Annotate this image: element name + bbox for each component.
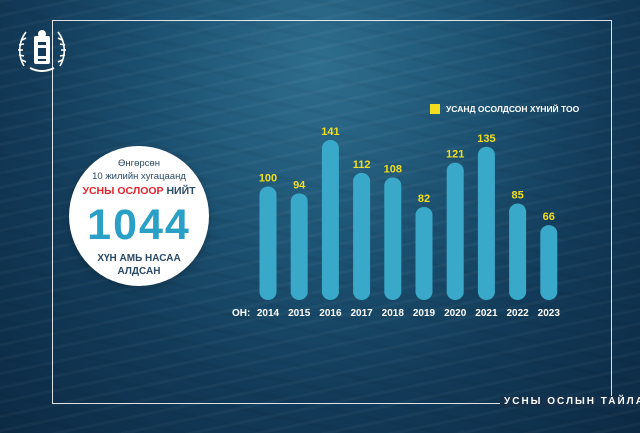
intro-highlight-red: УСНЫ ОСЛООР [82, 185, 164, 197]
tick-label-2023: 2023 [538, 308, 561, 319]
tick-label-2021: 2021 [475, 308, 498, 319]
bar-2020 [446, 162, 464, 300]
value-label-2018: 108 [384, 163, 402, 175]
x-axis-label: ОН: [232, 308, 250, 319]
value-label-2022: 85 [511, 190, 523, 202]
white-frame [52, 20, 612, 404]
intro-line-4: ХҮН АМЬ НАСАА [97, 253, 181, 264]
intro-highlight: УСНЫ ОСЛООР НИЙТ [69, 185, 209, 197]
tick-label-2017: 2017 [350, 308, 373, 319]
footer-title: УСНЫ ОСЛЫН ТАЙЛАН [500, 396, 640, 407]
tick-label-2016: 2016 [319, 308, 342, 319]
intro-line-1: Өнгөрсөн [118, 158, 160, 169]
value-label-2023: 66 [543, 211, 555, 223]
legend-label: УСАНД ОСОЛДСОН ХҮНИЙ ТОО [446, 104, 580, 114]
summary-circle: Өнгөрсөн 10 жилийн хугацаанд УСНЫ ОСЛООР… [69, 146, 209, 286]
value-label-2020: 121 [446, 149, 464, 161]
bar-2023 [540, 225, 558, 300]
value-label-2021: 135 [477, 133, 495, 145]
tick-label-2018: 2018 [382, 308, 405, 319]
tick-label-2022: 2022 [506, 308, 529, 319]
bar-2014 [259, 186, 277, 300]
value-label-2019: 82 [418, 193, 430, 205]
value-label-2015: 94 [293, 179, 306, 191]
value-label-2017: 112 [353, 159, 371, 171]
tick-label-2019: 2019 [413, 308, 436, 319]
tick-label-2015: 2015 [288, 308, 311, 319]
value-label-2014: 100 [259, 173, 277, 185]
bar-2016 [321, 140, 339, 300]
bar-2017 [353, 172, 371, 300]
tick-label-2014: 2014 [257, 308, 280, 319]
bar-2022 [509, 203, 527, 300]
tick-label-2020: 2020 [444, 308, 467, 319]
bar-2019 [415, 206, 433, 300]
bar-2021 [477, 146, 495, 300]
intro-line-2: 10 жилийн хугацаанд [92, 171, 186, 182]
legend-swatch [430, 104, 440, 114]
total-count: 1044 [87, 201, 191, 249]
value-label-2016: 141 [321, 126, 339, 138]
bar-2015 [290, 193, 308, 300]
bar-2018 [384, 177, 402, 300]
intro-highlight-dark: НИЙТ [166, 185, 196, 197]
emblem-icon [18, 30, 66, 72]
intro-line-5: АЛДСАН [117, 266, 161, 277]
